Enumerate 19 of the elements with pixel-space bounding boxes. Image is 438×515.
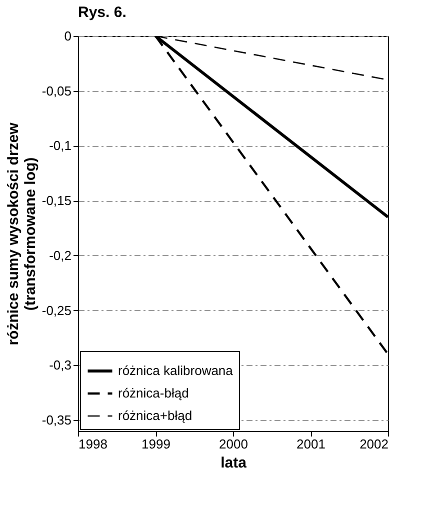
y-tick-label: -0,1 [49, 138, 72, 154]
y-tick-label: -0,15 [42, 193, 72, 208]
y-tick-label: -0,3 [49, 358, 72, 373]
chart-title: Rys. 6. [78, 4, 126, 21]
legend-label: różnica-błąd [118, 386, 189, 400]
y-tick-label: -0,05 [42, 83, 72, 98]
y-tick-label: -0,25 [42, 302, 72, 318]
y-tick-label: 0 [64, 28, 72, 44]
x-tick-label: 1998 [78, 436, 108, 452]
y-tick-label: -0,2 [49, 248, 72, 263]
y-tick-label: -0,35 [42, 412, 72, 428]
x-axis-title: lata [220, 454, 248, 472]
x-tick-label: 2002 [360, 436, 388, 452]
legend-label: różnica kalibrowana [118, 363, 234, 378]
x-tick-label: 1999 [142, 436, 170, 452]
y-axis-title: różnice sumy wysokości drzew (transformowane log) [4, 122, 39, 346]
legend-label: różnica+błąd [118, 408, 192, 423]
x-tick-label: 2001 [296, 436, 326, 452]
x-tick-label: 2000 [219, 436, 248, 452]
